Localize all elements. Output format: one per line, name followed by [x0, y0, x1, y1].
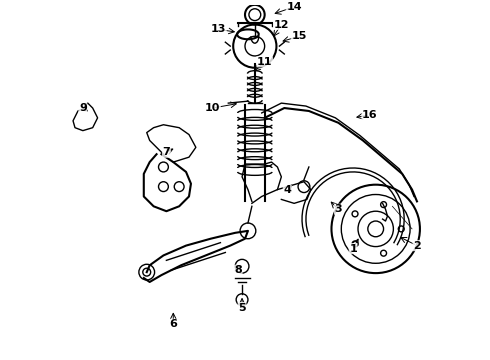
- Text: 16: 16: [362, 110, 378, 120]
- Text: 8: 8: [234, 265, 242, 275]
- Text: 3: 3: [335, 204, 342, 214]
- Text: 13: 13: [211, 24, 226, 35]
- Text: 11: 11: [257, 57, 272, 67]
- Text: 15: 15: [292, 31, 307, 41]
- Text: 4: 4: [283, 185, 291, 195]
- Text: 10: 10: [205, 103, 220, 113]
- Text: 5: 5: [238, 302, 246, 312]
- Text: 7: 7: [163, 147, 170, 157]
- Text: 9: 9: [79, 103, 87, 113]
- Text: 6: 6: [170, 319, 177, 329]
- Text: 12: 12: [273, 19, 289, 30]
- Text: 1: 1: [349, 244, 357, 253]
- Text: 2: 2: [413, 240, 421, 251]
- Text: 14: 14: [286, 2, 302, 12]
